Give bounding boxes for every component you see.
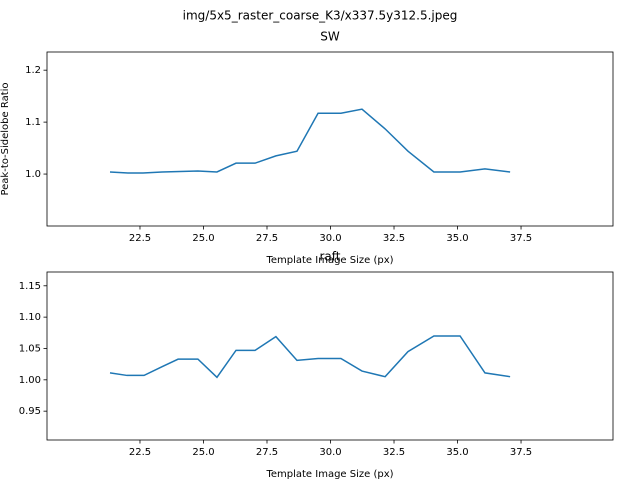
data-line (109, 108, 511, 174)
axes-frame (46, 51, 614, 227)
x-tick-label: 27.5 (256, 233, 278, 244)
axes-frame (46, 271, 614, 441)
x-tick-label: 32.5 (383, 447, 405, 458)
x-tick-label: 35.0 (446, 447, 468, 458)
y-axis-label: Peak-to-Sidelobe Ratio (0, 82, 11, 195)
x-tick-label: 22.5 (129, 447, 151, 458)
y-tick-label: 1.15 (19, 281, 41, 292)
y-tick-label: 1.1 (25, 117, 41, 128)
x-tick-label: 25.0 (192, 447, 214, 458)
x-tick-label: 27.5 (256, 447, 278, 458)
x-tick-label: 30.0 (319, 447, 341, 458)
data-line (109, 335, 511, 379)
y-tick-label: 1.0 (25, 169, 41, 180)
x-axis-label: Template Image Size (px) (265, 255, 393, 266)
x-tick-label: 32.5 (383, 233, 405, 244)
x-tick-label: 35.0 (446, 233, 468, 244)
x-tick-label: 37.5 (510, 447, 532, 458)
x-tick-label: 37.5 (510, 233, 532, 244)
x-tick-label: 25.0 (192, 233, 214, 244)
y-tick-label: 1.00 (19, 375, 41, 386)
x-axis-label: Template Image Size (px) (265, 469, 393, 480)
y-tick-label: 1.2 (25, 65, 41, 76)
figure-title: img/5x5_raster_coarse_K3/x337.5y312.5.jp… (183, 9, 458, 23)
y-tick-label: 1.05 (19, 343, 41, 354)
y-tick-label: 1.10 (19, 312, 41, 323)
x-tick-label: 22.5 (129, 233, 151, 244)
axes-title: SW (320, 30, 340, 44)
y-tick-label: 0.95 (19, 406, 41, 417)
axes-title: raft (319, 250, 340, 264)
x-tick-label: 30.0 (319, 233, 341, 244)
